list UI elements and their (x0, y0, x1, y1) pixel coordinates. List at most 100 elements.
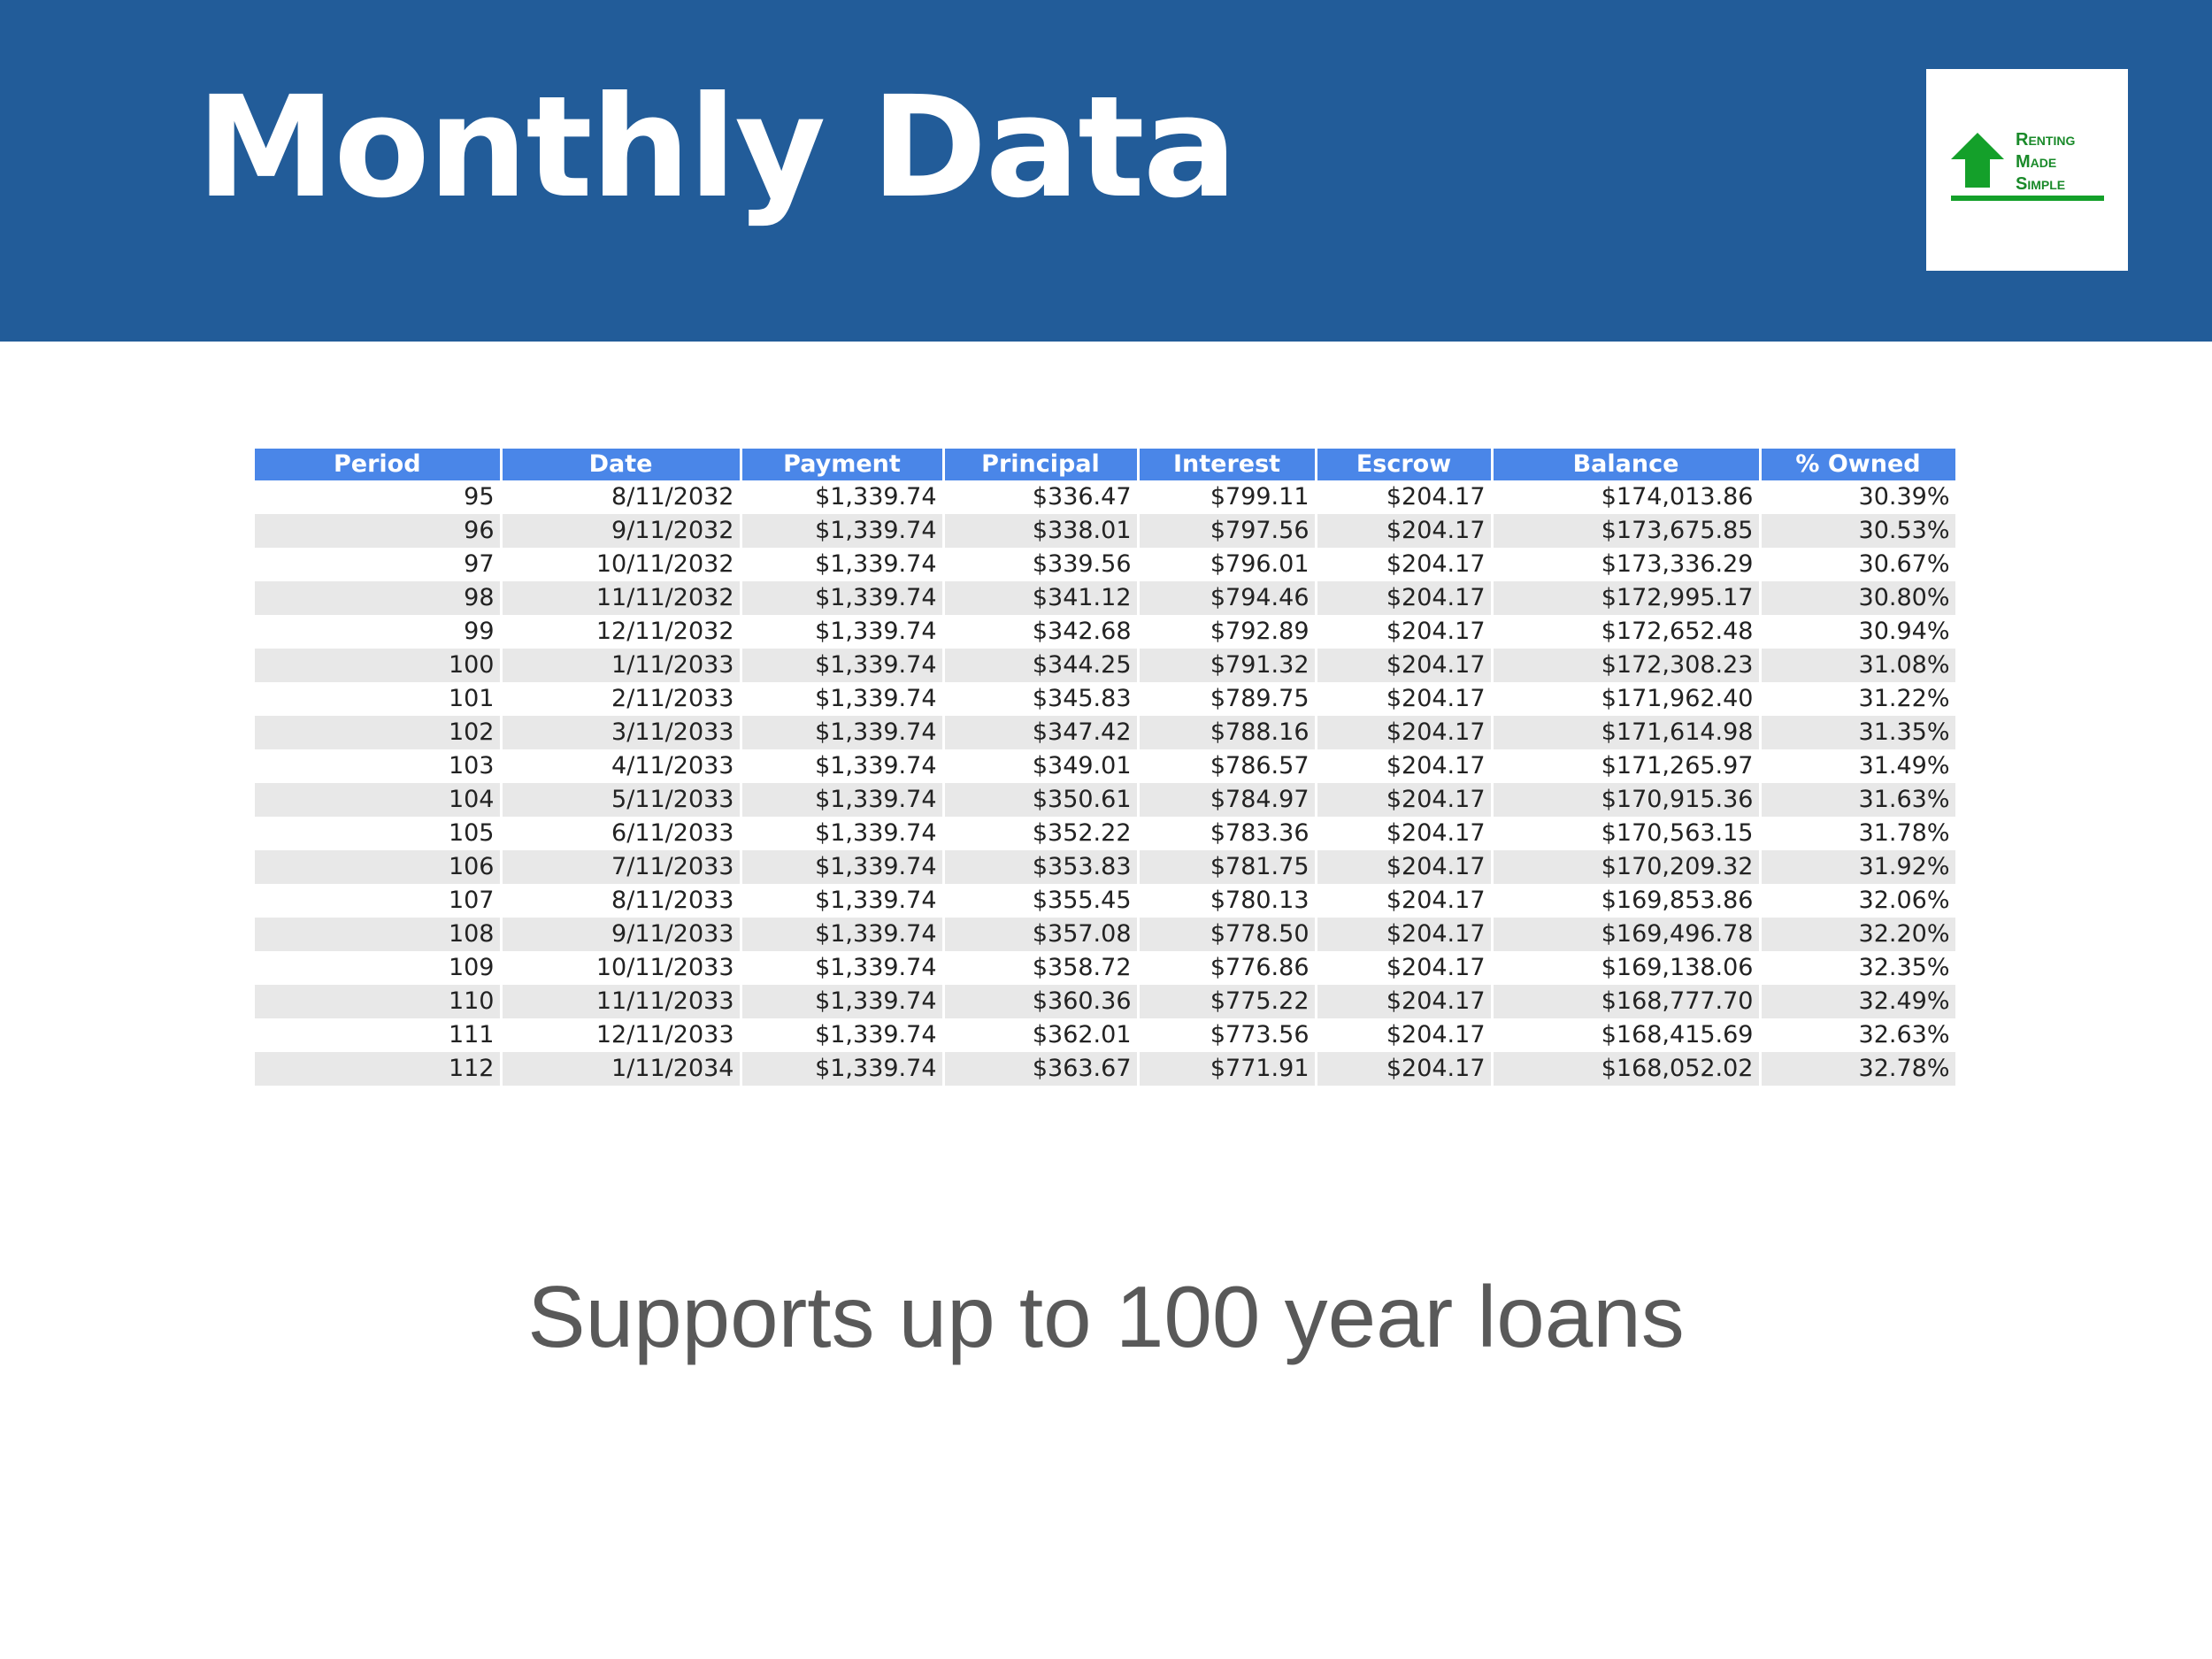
table-cell: $784.97 (1138, 783, 1317, 817)
table-cell: $168,415.69 (1492, 1018, 1762, 1052)
table-cell: $1,339.74 (741, 817, 945, 850)
table-cell: 112 (255, 1052, 503, 1086)
table-cell: $204.17 (1316, 514, 1494, 548)
table-cell: $204.17 (1316, 884, 1494, 918)
table-cell: $796.01 (1138, 548, 1317, 581)
table-cell: $357.08 (943, 918, 1140, 951)
table-cell: 101 (255, 682, 503, 716)
table-row: 100 1/11/2033 $1,339.74 $344.25 $791.32 $204.… (255, 649, 1958, 682)
table-cell: 12/11/2033 (501, 1018, 742, 1052)
table-cell: $169,496.78 (1492, 918, 1762, 951)
table-row: 105 6/11/2033 $1,339.74 $352.22 $783.36 $204.… (255, 817, 1958, 850)
table-row: 102 3/11/2033 $1,339.74 $347.42 $788.16 $204.… (255, 716, 1958, 749)
header-row: Period Date Payment Principal Interest Escrow… (255, 449, 1958, 480)
table-cell: $204.17 (1316, 783, 1494, 817)
table-cell: 31.78% (1760, 817, 1958, 850)
table-cell: $170,209.32 (1492, 850, 1762, 884)
column-header: Payment (741, 449, 945, 480)
table-cell: 31.35% (1760, 716, 1958, 749)
table-cell: $1,339.74 (741, 548, 945, 581)
logo: Renting Made Simple (1926, 69, 2128, 271)
table-row: 110 11/11/2033 $1,339.74 $360.36 $775.22 $204… (255, 985, 1958, 1018)
table-cell: 32.78% (1760, 1052, 1958, 1086)
column-header: Principal (943, 449, 1140, 480)
column-header: Period (255, 449, 503, 480)
table-cell: 97 (255, 548, 503, 581)
table-cell: $204.17 (1316, 850, 1494, 884)
table-cell: $204.17 (1316, 951, 1494, 985)
logo-text: Renting (2016, 130, 2076, 150)
table-cell: 108 (255, 918, 503, 951)
table-row: 109 10/11/2033 $1,339.74 $358.72 $776.86 $204… (255, 951, 1958, 985)
table-cell: 8/11/2032 (501, 480, 742, 514)
table-cell: $362.01 (943, 1018, 1140, 1052)
table-cell: 31.49% (1760, 749, 1958, 783)
table-cell: 31.63% (1760, 783, 1958, 817)
table-cell: 109 (255, 951, 503, 985)
table-cell: 6/11/2033 (501, 817, 742, 850)
table-cell: $797.56 (1138, 514, 1317, 548)
table-cell: 100 (255, 649, 503, 682)
table-cell: $786.57 (1138, 749, 1317, 783)
table-cell: $799.11 (1138, 480, 1317, 514)
table-cell: $204.17 (1316, 749, 1494, 783)
table-cell: $775.22 (1138, 985, 1317, 1018)
table-row: 103 4/11/2033 $1,339.74 $349.01 $786.57 $204.… (255, 749, 1958, 783)
table-row: 96 9/11/2032 $1,339.74 $338.01 $797.56 $204.1… (255, 514, 1958, 548)
table-row: 101 2/11/2033 $1,339.74 $345.83 $789.75 $204.… (255, 682, 1958, 716)
table-cell: $344.25 (943, 649, 1140, 682)
table-cell: 110 (255, 985, 503, 1018)
table-cell: $771.91 (1138, 1052, 1317, 1086)
table-cell: $173,336.29 (1492, 548, 1762, 581)
table-cell: 95 (255, 480, 503, 514)
table-cell: 32.35% (1760, 951, 1958, 985)
table-cell: $204.17 (1316, 918, 1494, 951)
table-row: 99 12/11/2032 $1,339.74 $342.68 $792.89 $204.… (255, 615, 1958, 649)
column-header: Escrow (1316, 449, 1494, 480)
table-cell: $204.17 (1316, 1018, 1494, 1052)
table-cell: $791.32 (1138, 649, 1317, 682)
table-cell: $776.86 (1138, 951, 1317, 985)
table-cell: 5/11/2033 (501, 783, 742, 817)
table-cell: $1,339.74 (741, 1018, 945, 1052)
table-cell: $341.12 (943, 581, 1140, 615)
table-cell: 11/11/2033 (501, 985, 742, 1018)
table-cell: $355.45 (943, 884, 1140, 918)
table-cell: $1,339.74 (741, 480, 945, 514)
table-row: 106 7/11/2033 $1,339.74 $353.83 $781.75 $204.… (255, 850, 1958, 884)
table-cell: $783.36 (1138, 817, 1317, 850)
column-header: % Owned (1760, 449, 1958, 480)
table-cell: $1,339.74 (741, 581, 945, 615)
table-row: 97 10/11/2032 $1,339.74 $339.56 $796.01 $204.… (255, 548, 1958, 581)
table-cell: 103 (255, 749, 503, 783)
table-cell: $204.17 (1316, 985, 1494, 1018)
table-cell: 32.06% (1760, 884, 1958, 918)
table-cell: 106 (255, 850, 503, 884)
column-header: Date (501, 449, 742, 480)
table-cell: 104 (255, 783, 503, 817)
table-cell: $781.75 (1138, 850, 1317, 884)
table-cell: $773.56 (1138, 1018, 1317, 1052)
table-row: 98 11/11/2032 $1,339.74 $341.12 $794.46 $204.… (255, 581, 1958, 615)
table-cell: $336.47 (943, 480, 1140, 514)
table-cell: $204.17 (1316, 581, 1494, 615)
table-cell: $345.83 (943, 682, 1140, 716)
table-cell: 32.63% (1760, 1018, 1958, 1052)
table-cell: $780.13 (1138, 884, 1317, 918)
table-cell: $172,308.23 (1492, 649, 1762, 682)
table-cell: 9/11/2033 (501, 918, 742, 951)
title: Monthly Data (196, 66, 1237, 229)
table-cell: 102 (255, 716, 503, 749)
table-cell: $342.68 (943, 615, 1140, 649)
table-cell: 31.92% (1760, 850, 1958, 884)
table-cell: 30.39% (1760, 480, 1958, 514)
table-cell: 105 (255, 817, 503, 850)
table-cell: 4/11/2033 (501, 749, 742, 783)
table-cell: $171,962.40 (1492, 682, 1762, 716)
table-cell: $358.72 (943, 951, 1140, 985)
table-cell: $1,339.74 (741, 1052, 945, 1086)
table-cell: $1,339.74 (741, 951, 945, 985)
table-cell: $347.42 (943, 716, 1140, 749)
logo-text: Simple (2016, 174, 2066, 194)
table-cell: $171,265.97 (1492, 749, 1762, 783)
